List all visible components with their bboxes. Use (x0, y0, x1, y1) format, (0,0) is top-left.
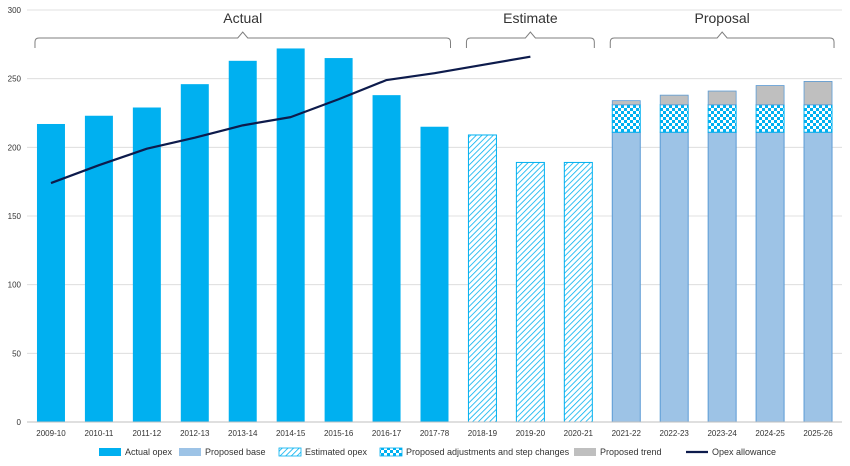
legend-swatch (99, 448, 121, 456)
proposed-base-bar (803, 131, 833, 423)
x-tick-label: 2016-17 (372, 429, 402, 438)
opex-allowance-line (50, 55, 531, 185)
x-tick-label: 2014-15 (276, 429, 306, 438)
x-tick-label: 2022-23 (660, 429, 690, 438)
x-tick-label: 2020-21 (564, 429, 594, 438)
x-tick-label: 2018-19 (468, 429, 498, 438)
estimated-opex-bar (467, 134, 497, 423)
proposed-adjustments-and-step-changes-bar (707, 104, 737, 133)
proposed-trend-bar (611, 100, 641, 106)
proposed-adjustments-and-step-changes-bar (659, 104, 689, 133)
proposed-adjustments-and-step-changes-bar (755, 104, 785, 133)
y-tick-label: 200 (8, 143, 22, 152)
x-tick-label: 2011-12 (132, 429, 161, 438)
x-tick-label: 2012-13 (180, 429, 210, 438)
actual-opex-bar (36, 123, 65, 422)
y-tick-label: 100 (8, 281, 22, 290)
x-tick-label: 2009-10 (36, 429, 66, 438)
y-tick-label: 50 (12, 349, 21, 358)
proposed-base-bar (659, 131, 689, 423)
proposed-base-bar (755, 131, 785, 423)
proposed-trend-bar (803, 81, 833, 106)
actual-opex-bar (84, 115, 113, 422)
legend-label: Opex allowance (712, 447, 776, 457)
proposed-trend-bar (755, 85, 785, 106)
proposed-trend-bar (707, 90, 737, 106)
legend-swatch (379, 447, 403, 457)
legend-swatch (278, 447, 302, 457)
x-tick-label: 2010-11 (85, 429, 114, 438)
group-label: Estimate (503, 10, 558, 26)
estimated-opex-bar (563, 161, 593, 423)
y-tick-label: 0 (17, 418, 22, 427)
y-tick-label: 250 (8, 75, 22, 84)
actual-opex-bar (372, 95, 401, 422)
y-tick-label: 300 (8, 6, 22, 15)
legend-label: Proposed trend (600, 447, 662, 457)
proposed-base-bar (611, 131, 641, 423)
proposed-adjustments-and-step-changes-bar (803, 104, 833, 133)
legend-swatch (574, 448, 596, 456)
x-tick-label: 2019-20 (516, 429, 546, 438)
x-tick-label: 2023-24 (707, 429, 737, 438)
legend-label: Proposed adjustments and step changes (406, 447, 570, 457)
group-bracket (609, 31, 835, 48)
proposed-trend-bar (659, 94, 689, 106)
group-label: Actual (223, 10, 262, 26)
actual-opex-bar (420, 126, 449, 422)
estimated-opex-bar (515, 161, 545, 423)
legend-label: Proposed base (205, 447, 266, 457)
actual-opex-bar (132, 107, 161, 423)
actual-opex-bar (228, 60, 257, 423)
y-tick-label: 150 (8, 212, 22, 221)
group-bracket (465, 31, 595, 48)
x-tick-label: 2017-78 (420, 429, 450, 438)
actual-opex-bar (324, 58, 353, 423)
actual-opex-bar (276, 48, 305, 422)
group-bracket (34, 31, 451, 48)
proposed-adjustments-and-step-changes-bar (611, 104, 641, 133)
legend-swatch (179, 448, 201, 456)
x-tick-label: 2025-26 (803, 429, 833, 438)
x-tick-label: 2015-16 (324, 429, 354, 438)
legend-label: Actual opex (125, 447, 173, 457)
x-tick-label: 2013-14 (228, 429, 258, 438)
x-tick-label: 2024-25 (755, 429, 785, 438)
x-tick-label: 2021-22 (612, 429, 642, 438)
legend-label: Estimated opex (305, 447, 368, 457)
group-label: Proposal (695, 10, 750, 26)
proposed-base-bar (707, 131, 737, 423)
